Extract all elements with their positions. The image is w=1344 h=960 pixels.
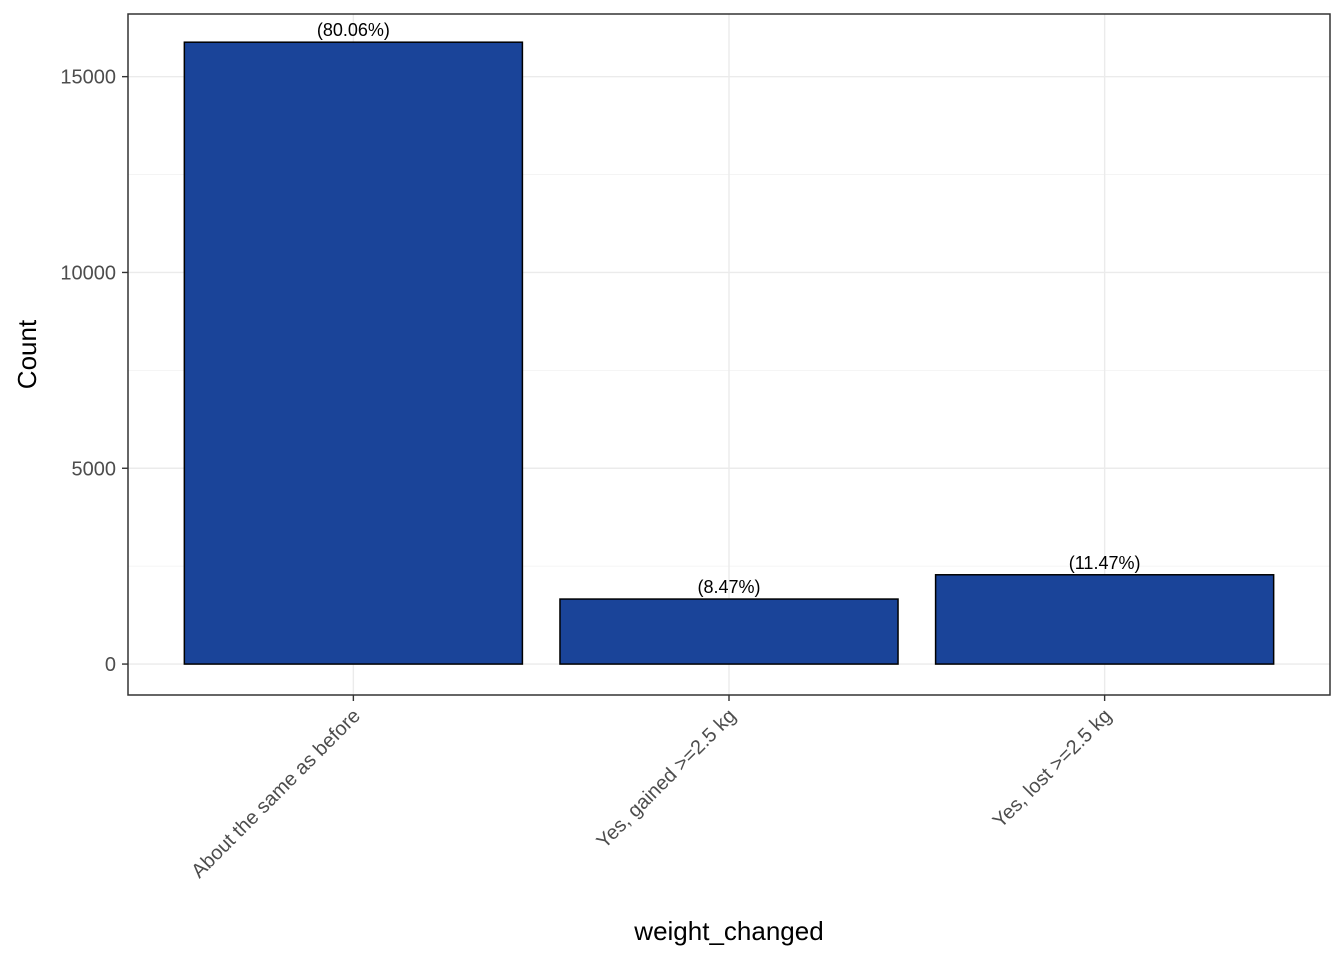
data-label: (80.06%)	[317, 20, 390, 40]
data-labels: (80.06%) (8.47%) (11.47%)	[317, 20, 1141, 597]
y-axis-title: Count	[12, 319, 42, 389]
y-tick-label: 0	[105, 654, 116, 676]
x-axis-title: weight_changed	[633, 916, 823, 946]
bar	[183, 41, 524, 665]
y-axis: 0 5000 10000 15000	[60, 67, 128, 676]
bar	[934, 574, 1275, 665]
y-tick-label: 15000	[60, 67, 116, 89]
data-label: (11.47%)	[1069, 553, 1141, 573]
y-tick-label: 10000	[60, 262, 116, 284]
bar	[559, 598, 899, 665]
data-label: (8.47%)	[697, 577, 760, 597]
y-tick-label: 5000	[72, 458, 117, 480]
bars	[183, 41, 1275, 665]
